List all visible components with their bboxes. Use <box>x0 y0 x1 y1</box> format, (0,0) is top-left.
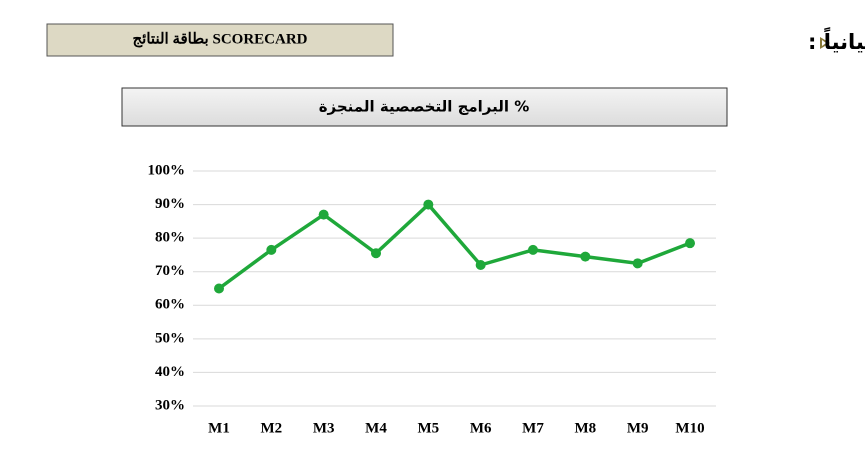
data-point <box>423 199 434 210</box>
y-tick-label: 40% <box>155 364 185 380</box>
data-point <box>475 260 486 270</box>
y-tick-label: 100% <box>148 162 186 178</box>
heading: تمثيل مؤشرات قياس الأداء بيانياً : <box>808 26 865 54</box>
x-tick-label: M9 <box>627 420 649 436</box>
x-tick-label: M1 <box>208 420 230 436</box>
badge: بطاقة النتائج SCORECARD <box>133 31 308 47</box>
y-tick-label: 30% <box>155 397 185 413</box>
x-tick-label: M4 <box>365 420 387 436</box>
series-line <box>217 202 691 290</box>
chart-title: % البرامج التخصصية المنجزة <box>319 98 530 116</box>
data-point <box>685 238 695 249</box>
y-tick-label: 80% <box>155 230 185 246</box>
y-tick-label: 70% <box>155 263 185 279</box>
x-tick-label: M3 <box>313 420 335 436</box>
data-point <box>580 251 591 262</box>
x-tick-label: M5 <box>417 420 439 436</box>
bullet-arrow <box>820 37 830 49</box>
x-tick-label: M8 <box>574 420 596 436</box>
y-tick-label: 50% <box>155 330 185 346</box>
y-tick-label: 60% <box>155 297 185 313</box>
y-tick-label: 90% <box>155 196 185 212</box>
data-point <box>528 244 538 255</box>
data-point <box>632 258 643 269</box>
data-point <box>371 248 381 259</box>
badge-box <box>46 23 394 57</box>
data-point <box>266 244 277 255</box>
x-tick-label: M6 <box>470 420 492 436</box>
data-point <box>214 283 224 294</box>
chart-title-box <box>121 87 728 127</box>
data-point <box>318 209 329 220</box>
x-tick-label: M7 <box>522 420 544 436</box>
x-tick-label: M10 <box>675 420 704 436</box>
x-tick-label: M2 <box>260 420 282 436</box>
